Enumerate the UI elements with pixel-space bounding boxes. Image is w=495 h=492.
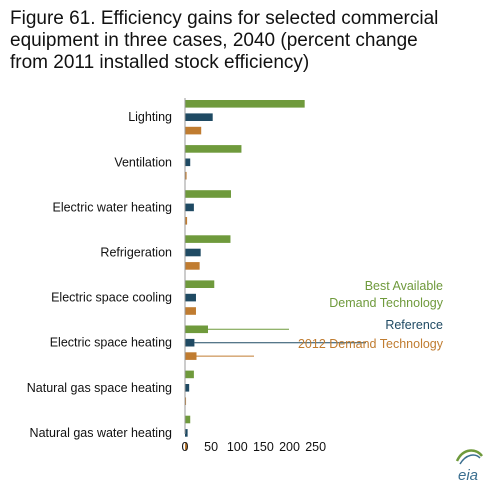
legend-best-line-1: Best Available	[365, 279, 443, 293]
title-line-1: Figure 61. Efficiency gains for selected…	[10, 8, 439, 29]
bar-electric-space-cooling-best-available-demand-technology	[185, 280, 215, 288]
category-label-electric-space-cooling: Electric space cooling	[51, 291, 172, 305]
bar-natural-gas-space-heating-reference	[185, 384, 190, 392]
category-label-lighting: Lighting	[128, 110, 172, 124]
bar-natural-gas-water-heating-2012-demand-technology	[185, 442, 188, 451]
x-axis: 0 50 100 150 200 250	[182, 98, 326, 454]
bar-natural-gas-space-heating-2012-demand-technology	[185, 397, 187, 405]
category-label-electric-water-heating: Electric water heating	[52, 200, 172, 214]
bar-refrigeration-best-available-demand-technology	[185, 235, 231, 243]
bar-lighting-best-available-demand-technology	[185, 100, 305, 108]
x-tick-label-50: 50	[204, 440, 218, 454]
bar-electric-water-heating-reference	[185, 203, 194, 212]
chart-title: Figure 61. Efficiency gains for selected…	[10, 8, 488, 74]
category-label-natural-gas-space-heating: Natural gas space heating	[27, 381, 172, 395]
logo-swoosh-2	[459, 454, 481, 465]
bar-electric-water-heating-best-available-demand-technology	[185, 190, 231, 198]
bar-electric-space-heating-2012-demand-technology	[185, 352, 197, 360]
bar-electric-water-heating-2012-demand-technology	[185, 217, 188, 225]
title-line-2: equipment in three cases, 2040 (percent …	[10, 30, 418, 51]
bar-ventilation-reference	[185, 158, 191, 167]
bar-natural-gas-water-heating-best-available-demand-technology	[185, 415, 191, 424]
bar-electric-space-cooling-reference	[185, 293, 196, 302]
bar-electric-space-heating-best-available-demand-technology	[185, 325, 208, 334]
eia-logo: eia	[455, 449, 483, 484]
logo-swoosh	[455, 449, 483, 462]
title-line-3: from 2011 installed stock efficiency)	[10, 52, 310, 73]
category-label-electric-space-heating: Electric space heating	[50, 336, 172, 350]
x-tick-label-150: 150	[253, 440, 274, 454]
category-labels: Lighting Ventilation Electric water heatin…	[27, 110, 172, 440]
x-tick-label-250: 250	[305, 440, 326, 454]
bars-group	[185, 100, 305, 451]
bar-electric-space-cooling-2012-demand-technology	[185, 307, 196, 315]
category-label-refrigeration: Refrigeration	[100, 246, 172, 260]
legend-reference: Reference	[385, 318, 443, 332]
bar-lighting-2012-demand-technology	[185, 126, 202, 135]
legend-best-line-2: Demand Technology	[329, 296, 443, 310]
category-label-natural-gas-water-heating: Natural gas water heating	[30, 426, 172, 440]
bar-lighting-reference	[185, 113, 213, 121]
x-tick-label-200: 200	[279, 440, 300, 454]
x-tick-label-0: 0	[182, 440, 189, 454]
bar-natural-gas-water-heating-reference	[185, 429, 188, 437]
x-tick-label-100: 100	[227, 440, 248, 454]
category-label-ventilation: Ventilation	[114, 155, 172, 169]
bar-refrigeration-2012-demand-technology	[185, 262, 200, 270]
bar-ventilation-2012-demand-technology	[185, 171, 187, 180]
legend: Best Available Demand Technology Reference…	[194, 279, 444, 357]
bar-refrigeration-reference	[185, 248, 201, 257]
bar-electric-space-heating-reference	[185, 338, 195, 347]
logo-text: eia	[458, 467, 478, 484]
legend-2012-demand: 2012 Demand Technology	[298, 337, 444, 351]
bar-ventilation-best-available-demand-technology	[185, 145, 242, 153]
bar-natural-gas-space-heating-best-available-demand-technology	[185, 370, 194, 379]
